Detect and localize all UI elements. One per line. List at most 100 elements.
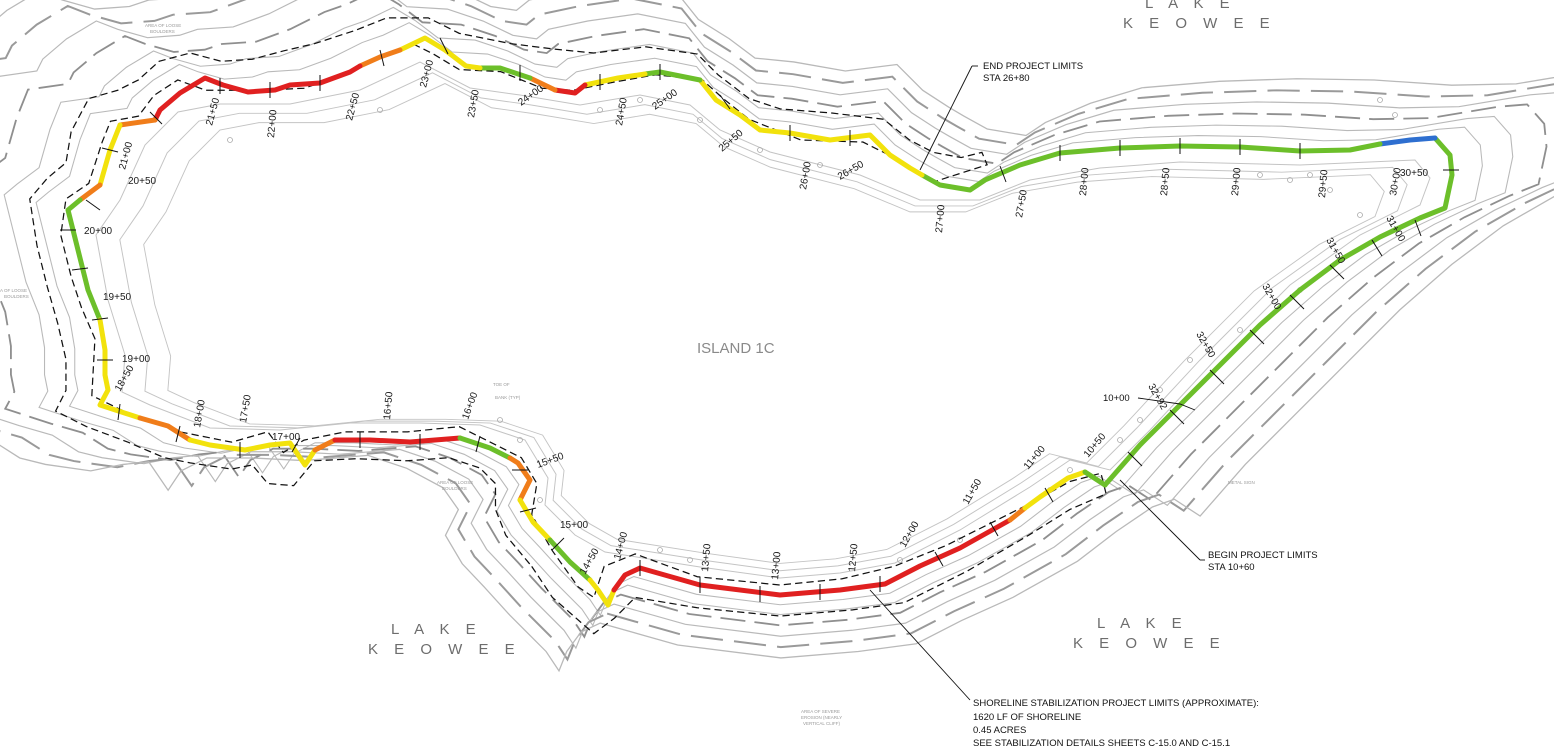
station-label: 22+00 xyxy=(266,109,279,138)
segment-green-north3 xyxy=(477,65,533,81)
island-label: ISLAND 1C xyxy=(697,340,775,357)
station-label: 18+50 xyxy=(113,363,137,393)
svg-text:AREA OF LOOSE: AREA OF LOOSE xyxy=(437,480,473,485)
station-label: 20+00 xyxy=(84,226,113,237)
station-label: 13+00 xyxy=(770,551,783,580)
segment-yellow-se xyxy=(1022,469,1088,511)
segment-orange-north xyxy=(527,75,558,93)
callout-begin-line2: STA 10+60 xyxy=(1208,562,1255,573)
station-label: 27+50 xyxy=(1014,189,1030,219)
station-label: 30+50 xyxy=(1400,168,1429,179)
svg-text:AREA OF LOOSE: AREA OF LOOSE xyxy=(145,23,181,28)
segment-green-north xyxy=(919,141,1383,193)
segment-orange-west xyxy=(77,182,103,203)
segment-red-south2 xyxy=(611,517,1013,598)
station-label: 15+00 xyxy=(560,520,589,531)
station-label: 12+00 xyxy=(898,519,922,549)
segment-green-west xyxy=(65,197,103,323)
segment-green-east xyxy=(1102,135,1455,488)
svg-text:VERTICAL CLIFF): VERTICAL CLIFF) xyxy=(803,721,841,726)
station-label: 29+50 xyxy=(1317,169,1330,198)
station-label: 26+00 xyxy=(798,161,814,191)
station-label: 14+00 xyxy=(612,530,630,560)
segment-orange-se xyxy=(1007,505,1028,523)
segment-green-se xyxy=(1082,469,1108,488)
segment-orange-nw xyxy=(117,117,158,128)
lake-label-top-l2: K E O W E E xyxy=(1123,15,1276,32)
station-label: 12+50 xyxy=(847,543,860,572)
svg-text:BOULDERS: BOULDERS xyxy=(4,294,29,299)
lake-label-top-l1: L A K E xyxy=(1145,0,1236,12)
segment-yellow-south2 xyxy=(517,497,553,543)
station-label: 16+50 xyxy=(382,391,395,420)
lake-label-sw-l1: L A K E xyxy=(391,621,482,638)
segment-blue-east xyxy=(1377,135,1438,147)
segment-green-south2 xyxy=(547,537,593,583)
small-notes: AREA OF LOOSE BOULDERS A OF LOOSE BOULDE… xyxy=(0,23,1255,726)
station-label: 17+50 xyxy=(238,394,254,424)
segment-yellow-north3 xyxy=(397,35,483,71)
callout-summary-line4: SEE STABILIZATION DETAILS SHEETS C-15.0 … xyxy=(973,738,1230,749)
station-ticks xyxy=(60,37,1459,602)
station-label: 29+00 xyxy=(1230,167,1243,196)
callout-end: END PROJECT LIMITS STA 26+80 xyxy=(972,61,1083,84)
svg-text:TOE OF: TOE OF xyxy=(493,382,510,387)
contour-lines xyxy=(0,0,1554,673)
callout-summary: SHORELINE STABILIZATION PROJECT LIMITS (… xyxy=(973,698,1259,749)
station-label: 30+00 xyxy=(1388,167,1404,197)
station-label: 15+50 xyxy=(535,451,566,471)
segment-orange-south xyxy=(312,437,338,453)
station-label: 13+50 xyxy=(700,543,713,572)
station-label: 21+00 xyxy=(117,140,135,170)
station-label: 32+50 xyxy=(1193,330,1217,360)
callout-end-line2: STA 26+80 xyxy=(983,73,1030,84)
callout-summary-line2: 1620 LF OF SHORELINE xyxy=(973,712,1081,723)
station-labels: 10+50 11+00 11+50 12+00 12+50 13+00 13+5… xyxy=(84,58,1429,580)
callout-ten: 10+00 xyxy=(1103,393,1130,404)
segment-yellow-south xyxy=(187,437,318,468)
segment-yellow-north2 xyxy=(582,71,648,88)
segment-orange-sw xyxy=(137,415,193,443)
segment-red-nw xyxy=(152,63,363,123)
station-label: 11+50 xyxy=(961,477,984,507)
station-label: 18+00 xyxy=(192,399,208,429)
segment-yellow-west2 xyxy=(97,317,143,421)
callout-begin: BEGIN PROJECT LIMITS STA 10+60 xyxy=(1200,550,1318,573)
segment-orange-north2 xyxy=(357,47,403,69)
station-label: 28+50 xyxy=(1159,167,1172,196)
station-label: 16+00 xyxy=(460,390,480,421)
leader-lines xyxy=(869,65,1201,701)
lake-label-se-l1: L A K E xyxy=(1097,615,1188,632)
station-label: 19+50 xyxy=(103,292,132,303)
shoreline-segments xyxy=(65,35,1455,608)
segment-red-north xyxy=(552,82,588,96)
svg-text:A OF LOOSE: A OF LOOSE xyxy=(0,288,27,293)
svg-text:BOULDERS: BOULDERS xyxy=(442,486,467,491)
station-label: 19+00 xyxy=(122,354,151,365)
station-label: 20+50 xyxy=(128,176,157,187)
svg-text:EROSION (NEARLY: EROSION (NEARLY xyxy=(801,715,842,720)
lake-label-sw-l2: K E O W E E xyxy=(368,641,521,658)
svg-text:BANK (TYP): BANK (TYP) xyxy=(495,395,521,400)
station-label: 31+50 xyxy=(1323,236,1347,266)
svg-text:METAL SIGN: METAL SIGN xyxy=(1228,480,1255,485)
segment-yellow-north xyxy=(697,77,925,178)
project-limit-line xyxy=(29,17,1107,635)
segment-red-south xyxy=(332,435,463,445)
station-label: 21+50 xyxy=(204,96,222,126)
segment-yellow-west xyxy=(97,122,123,188)
lake-label-se-l2: K E O W E E xyxy=(1073,635,1226,652)
station-label: 23+50 xyxy=(466,89,482,119)
segment-orange-south2 xyxy=(507,455,533,503)
segment-green-south xyxy=(457,435,513,461)
segment-green-north2 xyxy=(642,69,703,83)
callout-begin-line1: BEGIN PROJECT LIMITS xyxy=(1208,550,1318,561)
callout-end-line1: END PROJECT LIMITS xyxy=(983,61,1083,72)
station-label: 28+00 xyxy=(1078,167,1091,196)
station-label: 26+50 xyxy=(836,159,866,183)
station-label: 27+00 xyxy=(934,204,947,233)
station-label: 14+50 xyxy=(578,546,602,576)
inner-contours xyxy=(95,61,1431,579)
station-label: 17+00 xyxy=(272,432,301,443)
